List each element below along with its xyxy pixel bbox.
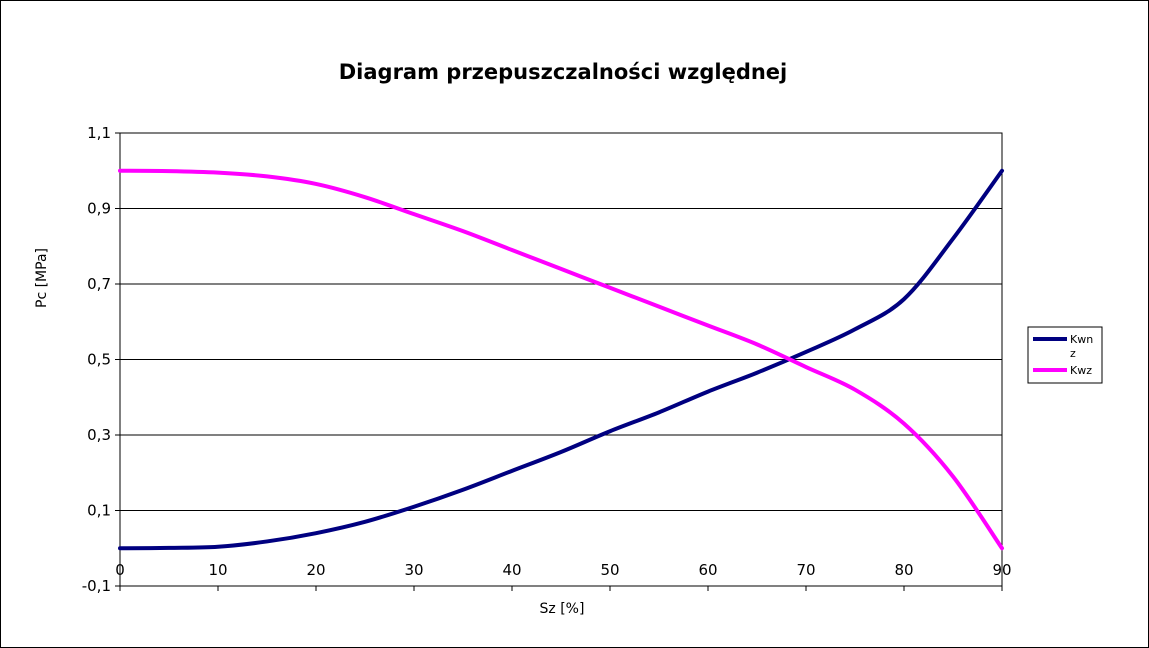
y-tick-label: 0,7 — [87, 275, 111, 293]
series-lines — [118, 168, 1004, 551]
y-tick-label: 0,1 — [87, 502, 111, 520]
y-tick-label: 0,3 — [87, 426, 111, 444]
x-tick-label: 90 — [992, 561, 1011, 579]
x-tick-label: 0 — [115, 561, 125, 579]
grid-lines — [120, 208, 1002, 511]
plot-area: 1,1 0,9 0,7 0,5 0,3 0,1 -0,1 0 10 20 30 40 50 60 70 80… — [82, 124, 1012, 595]
legend-label: Kwz — [1070, 364, 1092, 377]
legend-label: Kwn — [1070, 333, 1093, 346]
y-tick-label: 0,5 — [87, 351, 111, 369]
y-axis-ticks: 1,1 0,9 0,7 0,5 0,3 0,1 -0,1 — [82, 124, 120, 595]
y-tick-label: -0,1 — [82, 577, 111, 595]
x-tick-label: 70 — [796, 561, 815, 579]
x-tick-label: 60 — [698, 561, 717, 579]
x-tick-label: 80 — [894, 561, 913, 579]
x-tick-label: 50 — [600, 561, 619, 579]
x-tick-label: 40 — [502, 561, 521, 579]
x-tick-label: 20 — [306, 561, 325, 579]
series-line-kwz — [118, 168, 1004, 551]
x-tick-label: 30 — [404, 561, 423, 579]
x-tick-label: 10 — [208, 561, 227, 579]
legend-box — [1027, 326, 1103, 384]
y-tick-label: 0,9 — [87, 200, 111, 218]
x-axis-title: Sz [%] — [540, 601, 585, 617]
chart-title: Diagram przepuszczalności względnej — [339, 60, 788, 84]
y-axis-title: Pc [MPa] — [34, 248, 50, 308]
y-tick-label: 1,1 — [87, 124, 111, 142]
series-line-kwnz — [118, 168, 1004, 551]
x-axis-ticks: 0 10 20 30 40 50 60 70 80 90 — [115, 561, 1012, 591]
legend-label: z — [1070, 347, 1076, 360]
